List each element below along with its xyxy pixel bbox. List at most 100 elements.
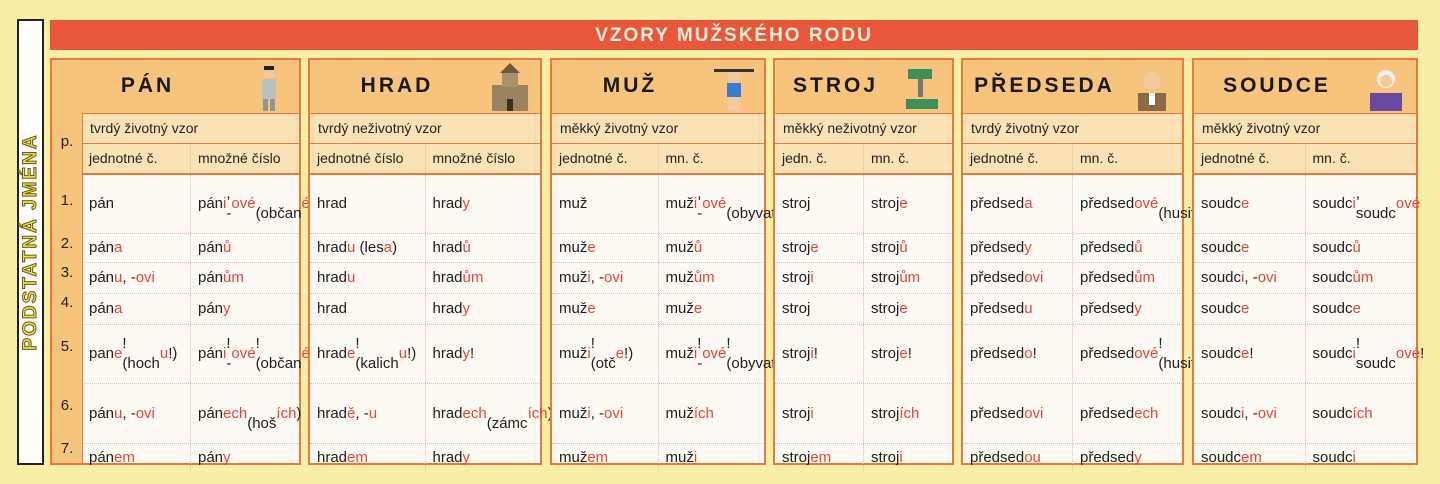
cell-singular: muž i, - ovi	[559, 404, 624, 422]
cell-plural: soudc ů	[1304, 234, 1417, 262]
cell-plural: stroj ům	[863, 263, 952, 293]
column-singular: jedn. č.	[782, 150, 828, 166]
case-column: p. 1. 2. 3. 4. 5. 6. 7.	[52, 113, 83, 463]
cell-plural: předsed y	[1072, 444, 1182, 472]
ending: ovi	[1024, 269, 1044, 286]
column-singular: jednotné č.	[970, 150, 1039, 166]
cell-plural: muž i	[657, 444, 765, 472]
cell-plural: muž ích	[657, 384, 765, 443]
pattern-type: tvrdý životný vzor	[963, 114, 1182, 144]
ending: e	[693, 300, 703, 317]
column-plural: mn. č.	[657, 144, 765, 173]
ending: ové	[702, 195, 727, 212]
cell-plural: hrad y	[424, 294, 541, 324]
castle-icon	[486, 63, 534, 113]
column-headers: jednotné č. mn. č.	[1194, 144, 1416, 175]
cell-singular: soudc e	[1201, 195, 1250, 212]
ending: ovi	[1257, 269, 1277, 286]
pattern-type: tvrdý neživotný vzor	[310, 114, 540, 144]
ending: u	[347, 269, 356, 286]
ending: ech	[223, 404, 248, 422]
column-plural: množné číslo	[424, 144, 541, 173]
pattern-body: tvrdý životný vzor jednotné č. množné čísl…	[82, 114, 319, 472]
table-row: pán em pán y	[82, 444, 299, 472]
column-headers: jednotné č. mn. č.	[963, 144, 1182, 175]
cell-plural: hrad ů	[424, 234, 541, 262]
pattern-body: měkký neživotný vzor jedn. č. mn. č. stroj s…	[775, 114, 952, 472]
pattern-name: SOUDCE	[1223, 74, 1331, 97]
column-plural: mn. č.	[1304, 144, 1417, 173]
ending: ích	[693, 404, 714, 422]
cell-plural: hrad ům	[424, 263, 541, 293]
ending: ové	[231, 195, 256, 212]
ending: y	[1024, 239, 1032, 256]
ending: e	[615, 345, 625, 362]
case-number: 2.	[60, 235, 74, 252]
ending: i	[1352, 195, 1356, 212]
ending: i	[899, 449, 903, 466]
ending: a	[114, 239, 123, 256]
cell-plural: soudc i, soudc ové	[1304, 175, 1420, 233]
column-plural: mn. č.	[1072, 144, 1182, 173]
cell-plural: muž ům	[657, 263, 765, 293]
ending: ech	[1134, 404, 1159, 422]
cell-plural: stroj e!	[863, 325, 952, 383]
strongman-icon	[710, 63, 758, 113]
cell-singular: předsed y	[970, 239, 1032, 256]
cell-plural: předsed ů	[1072, 234, 1182, 262]
case-number: 6.	[60, 396, 74, 414]
pattern-header: HRAD	[310, 60, 540, 114]
cell-singular: předsed ou	[970, 449, 1041, 466]
cell-singular: stroj i	[782, 404, 814, 422]
pattern-name: PŘEDSEDA	[974, 74, 1115, 97]
table-row: předsed y předsed ů	[963, 234, 1182, 263]
pattern-body: měkký životný vzor jednotné č. mn. č. muž mu…	[552, 114, 805, 472]
cell-singular: pán em	[89, 449, 135, 466]
case-number: 3.	[60, 264, 74, 281]
ending: i	[587, 404, 591, 422]
table-row: stroj stroj e	[775, 175, 952, 234]
column-plural: množné číslo	[190, 144, 299, 173]
ending: ům	[693, 269, 715, 286]
cell-singular: muž e	[559, 300, 596, 317]
ending: ům	[223, 269, 244, 286]
ending: i	[1352, 449, 1356, 466]
cell-plural: soudc i! soudc ové!	[1304, 325, 1424, 383]
cell-singular: soudc e	[1201, 239, 1250, 256]
ending: u	[114, 404, 123, 422]
ending: ou	[1024, 449, 1041, 466]
cell-plural: muž e	[657, 294, 765, 324]
pattern-header: PÁN	[52, 60, 299, 114]
ending: u	[347, 239, 356, 256]
ending: em	[1241, 449, 1262, 466]
ending: i	[1241, 269, 1245, 286]
cell-singular: hrad	[317, 300, 348, 317]
cell-plural: hrad y!	[424, 325, 541, 383]
ending: e	[1241, 300, 1250, 317]
table-row: muž e muž ů	[552, 234, 764, 263]
ending: o	[1024, 345, 1033, 362]
ending: ů	[899, 239, 908, 256]
pattern-body: tvrdý neživotný vzor jednotné číslo množné…	[310, 114, 553, 472]
ending: u	[368, 404, 378, 422]
ending: y	[462, 195, 471, 212]
cell-singular: hrad	[317, 195, 348, 212]
table-row: soudc i, - ovi soudc ům	[1194, 263, 1416, 294]
cell-singular: pán	[89, 195, 115, 212]
ending: em	[587, 449, 609, 466]
ending: a	[114, 300, 123, 317]
table-row: muž e muž e	[552, 294, 764, 325]
ending: u	[114, 269, 123, 286]
cell-singular: stroj	[782, 195, 811, 212]
cell-singular: hrad em	[317, 449, 368, 466]
ending: e	[114, 345, 123, 362]
ending: i	[1352, 345, 1356, 362]
ending: ovi	[604, 404, 624, 422]
judge-icon	[1362, 63, 1410, 113]
pattern-type: tvrdý životný vzor	[82, 114, 299, 144]
ending: u	[159, 345, 169, 362]
